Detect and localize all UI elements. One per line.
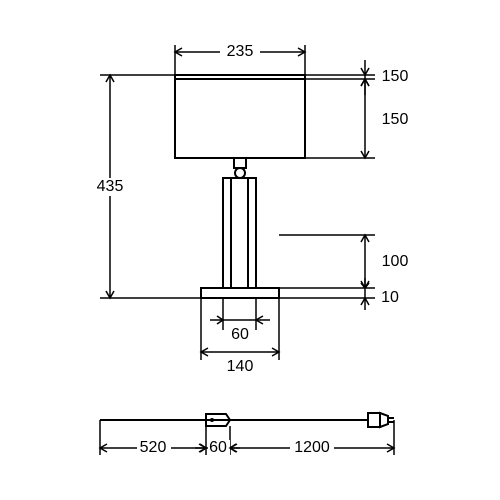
dim-cable2-label: 60: [209, 439, 227, 456]
dim-top-width-label: 235: [227, 43, 254, 60]
dim-cable: 520 60 1200: [100, 420, 394, 456]
base-plate: [201, 288, 279, 298]
dim-shade-height: 150: [305, 79, 408, 158]
dim-shade-cap-label: 150: [382, 68, 409, 85]
dim-shade-cap: 150: [305, 60, 408, 95]
cable-plug: [368, 413, 394, 427]
dim-stem-width: 60: [210, 298, 270, 343]
stem-outer: [223, 178, 256, 288]
dim-stem-w-label: 60: [231, 326, 249, 343]
dim-shade-height-label: 150: [382, 111, 409, 128]
dim-base-thickness: 10: [279, 278, 399, 310]
dim-stem-segment: 100: [279, 235, 408, 288]
cable: [100, 413, 394, 427]
dim-cable1-label: 520: [140, 439, 167, 456]
dim-base-w-label: 140: [227, 358, 254, 375]
stem-knob: [235, 168, 245, 178]
dim-base-t-label: 10: [381, 289, 399, 306]
stem-connector: [234, 158, 246, 168]
dim-top-width: 235: [175, 43, 305, 75]
dim-total-h-label: 435: [97, 178, 124, 195]
dim-cable3-label: 1200: [294, 439, 330, 456]
dim-stem-seg-label: 100: [382, 253, 409, 270]
lamp-dimension-drawing: 235 150 150 100 10: [0, 0, 500, 500]
lamp-shade: [175, 75, 305, 158]
dim-total-height: 435: [94, 75, 201, 298]
